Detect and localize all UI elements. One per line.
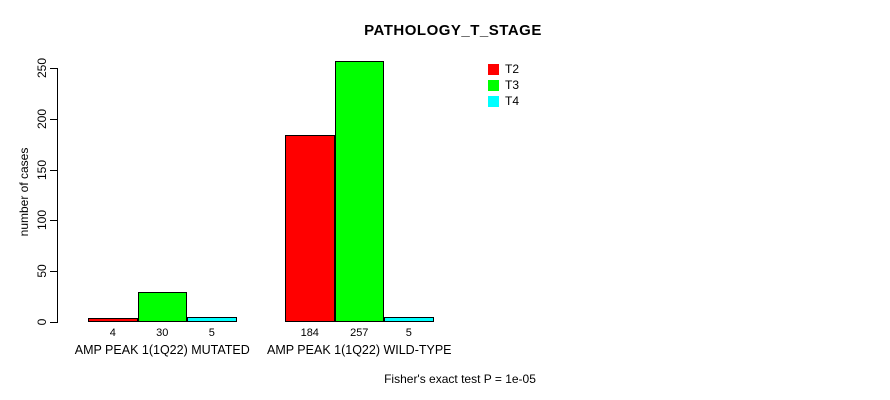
bar-t4-group1 [187,316,237,322]
bar-t3-group2 [334,60,384,322]
y-tick [50,271,57,273]
y-tick [50,118,57,120]
bar-t3-group1 [137,291,187,322]
legend-swatch-t4 [488,96,499,107]
y-tick-label: 100 [35,210,49,231]
y-tick [50,169,57,171]
category-label: AMP PEAK 1(1Q22) MUTATED [74,343,250,357]
y-tick [50,68,57,69]
legend-row: T2 [488,62,520,76]
bar-t4-group2 [384,316,434,322]
legend-row: T4 [488,94,520,108]
bar-value-label: 5 [208,327,215,339]
legend-swatch-t3 [488,80,499,91]
bar-value-label: 4 [109,327,116,339]
legend: T2 T3 T4 [488,62,520,108]
y-tick-label: 50 [35,264,49,278]
legend-label: T4 [505,94,520,108]
legend-row: T3 [488,78,520,92]
bar-value-label: 5 [405,327,412,339]
legend-label: T2 [505,62,520,76]
y-tick-label: 0 [35,318,49,326]
y-tick-label: 200 [35,108,49,129]
y-tick [50,220,57,222]
chart-title: PATHOLOGY_T_STAGE [364,22,542,39]
legend-swatch-t2 [488,64,499,75]
bar-value-label: 30 [156,327,169,339]
bar-t2-group1 [88,317,138,322]
legend-label: T3 [505,78,520,92]
y-tick-label: 250 [35,57,49,79]
bar-value-label: 184 [300,327,319,339]
y-axis-label: number of cases [17,147,31,237]
y-axis-line [57,68,58,323]
y-tick [50,322,57,323]
bar-t2-group2 [285,135,335,322]
bar-value-label: 257 [350,327,369,339]
category-label: AMP PEAK 1(1Q22) WILD-TYPE [266,343,452,357]
y-tick-label: 150 [35,159,49,180]
statistical-annotation: Fisher's exact test P = 1e-05 [384,372,536,386]
